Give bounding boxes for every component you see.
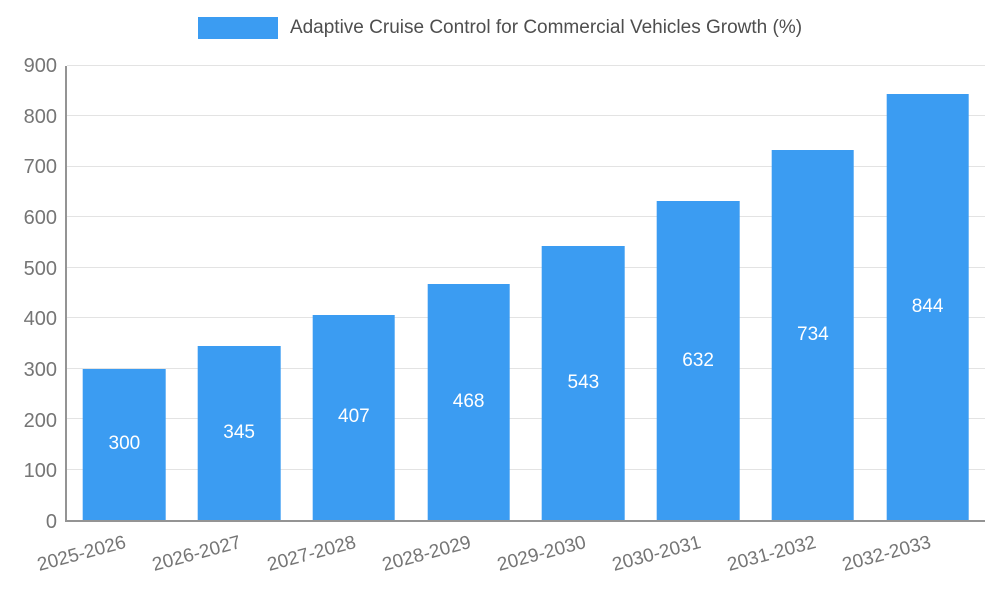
x-axis: 2025-2026 2026-2027 2027-2028 2028-2029 2029… (35, 524, 985, 600)
y-tick-label: 0 (45, 511, 57, 533)
y-tick-label: 500 (23, 257, 57, 280)
bars-area: 300 345 407 468 543 632 734 844 (67, 66, 985, 520)
bar-value-label: 345 (223, 421, 255, 443)
y-tick-label: 700 (23, 156, 57, 179)
bar-value-label: 543 (567, 372, 600, 394)
bar-2026-2027: 345 (197, 345, 281, 520)
x-tick-label: 2029-2030 (494, 532, 588, 576)
gridline (67, 165, 985, 167)
x-tick-label: 2030-2031 (609, 532, 703, 576)
plot-area: 300 345 407 468 543 632 734 844 (65, 65, 985, 522)
bar-value-label: 844 (911, 296, 944, 318)
gridline (67, 266, 985, 268)
bar-value-label: 632 (682, 349, 714, 371)
x-tick-label: 2027-2028 (264, 532, 358, 576)
bar-value-label: 468 (452, 390, 485, 412)
y-tick-label: 200 (23, 409, 57, 432)
chart-legend[interactable]: Adaptive Cruise Control for Commercial V… (0, 14, 1000, 42)
gridline (67, 216, 985, 218)
gridline (67, 418, 985, 420)
bar-2030-2031: 632 (656, 201, 740, 520)
bar-2032-2033: 844 (886, 94, 969, 520)
y-tick-label: 800 (23, 105, 57, 128)
gridline (67, 317, 985, 319)
bar-2029-2030: 543 (542, 246, 625, 520)
legend-swatch (197, 17, 278, 39)
bar-value-label: 300 (108, 433, 141, 455)
bar-2031-2032: 734 (771, 149, 855, 520)
x-tick-label: 2028-2029 (379, 532, 473, 576)
x-tick-label: 2032-2033 (839, 532, 933, 576)
x-tick-label: 2031-2032 (724, 532, 818, 576)
y-tick-label: 300 (23, 359, 57, 382)
gridlines (67, 65, 985, 520)
y-tick-label: 600 (23, 207, 57, 230)
gridline (67, 115, 985, 117)
bar-value-label: 734 (797, 323, 829, 345)
bar-value-label: 407 (338, 406, 370, 428)
bar-2025-2026: 300 (83, 368, 166, 520)
y-tick-label: 100 (23, 460, 57, 483)
y-tick-label: 400 (23, 308, 57, 331)
gridline (67, 65, 985, 66)
gridline (67, 468, 985, 470)
bar-2027-2028: 407 (312, 314, 396, 520)
gridline (67, 367, 985, 369)
x-tick-label: 2025-2026 (34, 532, 128, 576)
y-tick-label: 900 (23, 55, 57, 77)
chart-title: Adaptive Cruise Control for Commercial V… (289, 17, 803, 38)
y-axis: 0 100 200 300 400 500 600 700 800 900 (0, 56, 57, 532)
bar-2028-2029: 468 (427, 283, 510, 520)
x-tick-label: 2026-2027 (149, 532, 243, 576)
